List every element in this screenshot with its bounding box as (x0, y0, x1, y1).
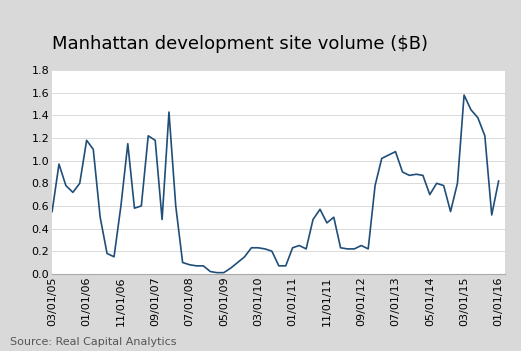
Text: Manhattan development site volume ($B): Manhattan development site volume ($B) (52, 35, 428, 53)
Text: Source: Real Capital Analytics: Source: Real Capital Analytics (10, 338, 177, 347)
